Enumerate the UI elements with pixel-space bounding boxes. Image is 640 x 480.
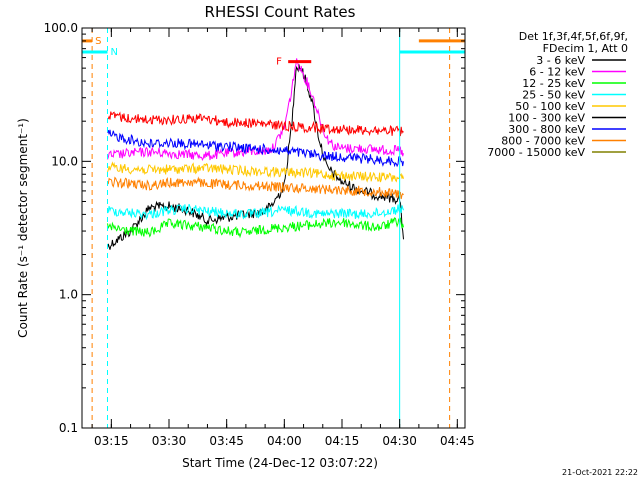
chart-title: RHESSI Count Rates (205, 3, 356, 21)
plot-frame (81, 27, 466, 429)
legend-label: 300 - 800 keV (508, 123, 585, 136)
series-line-25-50-kev (107, 203, 404, 221)
legend-label: 3 - 6 keV (536, 54, 585, 67)
y-tick-label: 0.1 (59, 421, 78, 435)
series-line-unlabeled-9 (107, 111, 404, 137)
y-axis-label: Count Rate (s⁻¹ detector segment⁻¹) (16, 118, 30, 338)
legend-label: 800 - 7000 keV (501, 135, 585, 148)
series-line-300-800-kev (107, 129, 404, 168)
legend-label: 100 - 300 keV (508, 112, 585, 125)
y-tick-label: 100.0 (44, 21, 78, 35)
legend-label: 7000 - 15000 keV (487, 146, 585, 159)
series-line-12-25-kev (107, 217, 404, 239)
series-line-6-12-kev (107, 58, 404, 162)
data-layer: SN F (82, 28, 465, 428)
x-tick-label: 04:15 (325, 434, 360, 448)
legend-header-line-2: FDecim 1, Att 0 (543, 42, 628, 55)
x-tick-label: 04:30 (382, 434, 417, 448)
x-tick-label: 03:15 (94, 434, 129, 448)
legend-header-line-1: Det 1f,3f,4f,5f,6f,9f, (519, 30, 628, 43)
x-axis: 03:15 03:30 03:45 04:00 04:15 04:30 04:45 (91, 28, 475, 448)
x-axis-label: Start Time (24-Dec-12 03:07:22) (182, 456, 378, 470)
y-axis: 0.1 1.0 10.0 100.0 (44, 21, 465, 435)
series-line-50-100-kev (107, 161, 404, 183)
x-tick-label: 03:30 (152, 434, 187, 448)
x-tick-label: 04:00 (267, 434, 302, 448)
legend-label: 25 - 50 keV (522, 89, 585, 102)
x-tick-label: 04:45 (440, 434, 475, 448)
annotation-label-f: F (276, 57, 282, 68)
annotation-label-n: N (110, 47, 117, 58)
legend-label: 50 - 100 keV (515, 100, 585, 113)
y-tick-label: 1.0 (59, 288, 78, 302)
annotation-label-s: S (95, 36, 101, 47)
y-tick-label: 10.0 (51, 154, 78, 168)
series-line-800-7000-kev (107, 176, 404, 200)
legend-label: 12 - 25 keV (522, 77, 585, 90)
legend-label: 6 - 12 keV (529, 66, 585, 79)
legend: Det 1f,3f,4f,5f,6f,9f, FDecim 1, Att 0 3… (487, 30, 628, 159)
footer-date: 21-Oct-2021 22:22 (562, 468, 638, 477)
x-tick-label: 03:45 (209, 434, 244, 448)
